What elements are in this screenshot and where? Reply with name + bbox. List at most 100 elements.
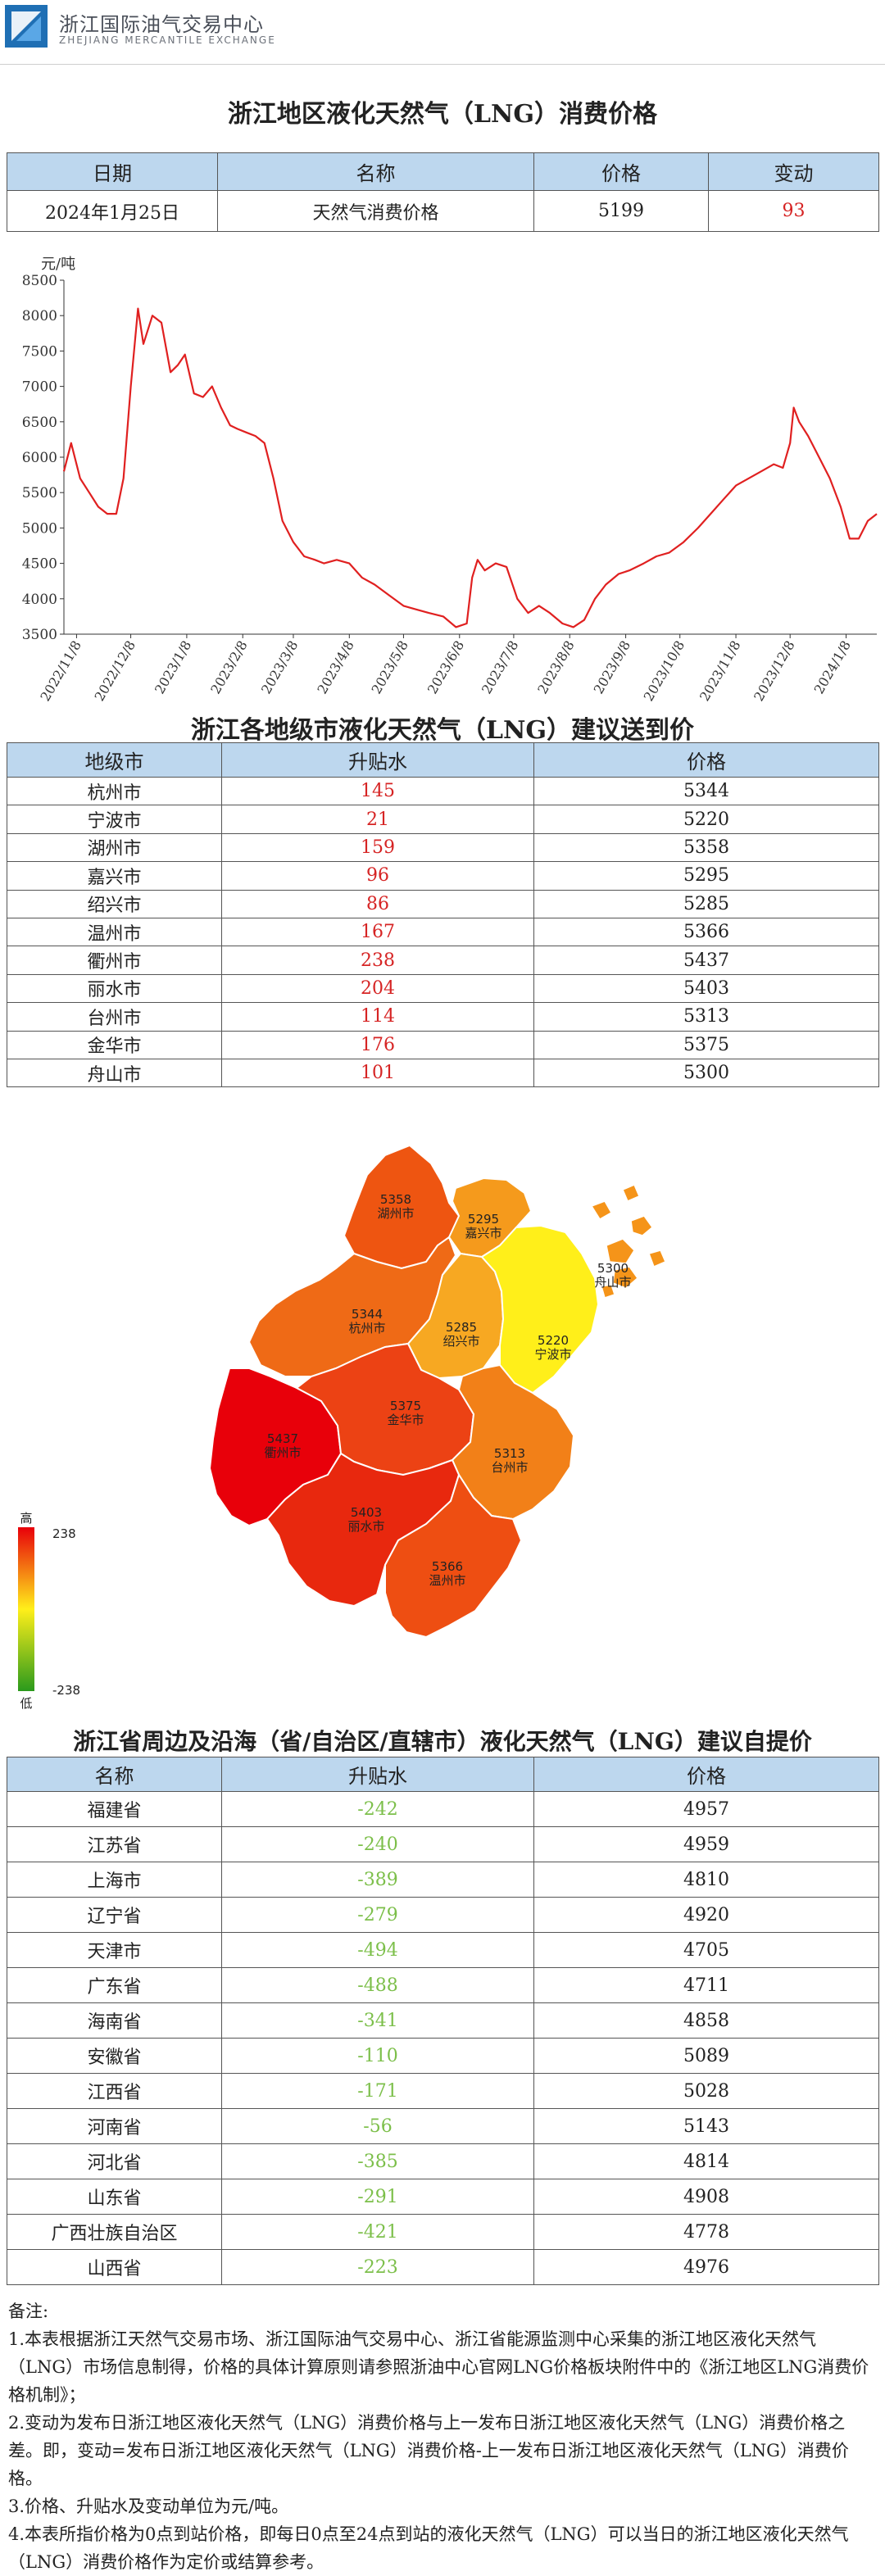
name-cell: 河北省 [7, 2143, 222, 2179]
name-cell: 上海市 [7, 1862, 222, 1898]
table-row: 山东省 -291 4908 [7, 2179, 879, 2215]
map-name-quzhou: 衢州市 [264, 1445, 301, 1460]
name-cell: 福建省 [7, 1791, 222, 1827]
map-region-ningbo [480, 1224, 600, 1395]
col-header-change: 变动 [708, 152, 879, 191]
name-cell: 湖州市 [7, 832, 222, 863]
x-tick-label: 2023/1/8 [152, 638, 194, 697]
map-name-huzhou: 湖州市 [377, 1206, 414, 1221]
legend-color-bar [18, 1527, 34, 1691]
province-price-table: 名称 升贴水 价格 福建省 -242 4957 江苏省 -240 4959 上海市 -389 4… [7, 1757, 879, 2285]
price-cell: 5344 [533, 776, 879, 806]
name-cell: 台州市 [7, 1002, 222, 1032]
price-cell: 4810 [533, 1862, 879, 1898]
city-price-title: 浙江各地级市液化天然气（LNG）建议送到价 [190, 716, 695, 745]
legend-min-value: -238 [52, 1683, 80, 1698]
price-cell: 5437 [533, 946, 879, 975]
table-row: 绍兴市 86 5285 [7, 889, 879, 918]
diff-cell: -494 [221, 1932, 534, 1968]
map-name-hangzhou: 杭州市 [348, 1321, 385, 1336]
table-row: 河南省 -56 5143 [7, 2108, 879, 2144]
y-tick-label: 4000 [22, 592, 57, 608]
x-tick-label: 2023/7/8 [479, 638, 521, 697]
table-row: 辽宁省 -279 4920 [7, 1897, 879, 1933]
col-header-name: 名称 [217, 152, 534, 191]
table-row: 江苏省 -240 4959 [7, 1826, 879, 1862]
diff-cell: 145 [221, 776, 534, 806]
province-price-title: 浙江省周边及沿海（省/自治区/直辖市）液化天然气（LNG）建议自提价 [73, 1728, 812, 1755]
x-tick-label: 2023/2/8 [207, 638, 250, 697]
name-cell: 杭州市 [7, 776, 222, 806]
price-cell: 4705 [533, 1932, 879, 1968]
y-tick-label: 3500 [22, 627, 57, 643]
map-name-lishui: 丽水市 [347, 1519, 384, 1534]
diff-cell: -56 [221, 2108, 534, 2144]
map-name-shaoxing: 绍兴市 [442, 1334, 479, 1349]
name-cell: 河南省 [7, 2108, 222, 2144]
price-cell: 4814 [533, 2143, 879, 2179]
price-cell: 4976 [533, 2249, 879, 2285]
diff-cell: -279 [221, 1897, 534, 1933]
map-name-wenzhou: 温州市 [429, 1573, 465, 1588]
diff-cell: -421 [221, 2214, 534, 2250]
col-header-price: 价格 [533, 1757, 879, 1792]
diff-cell: 159 [221, 832, 534, 863]
table-row: 江西省 -171 5028 [7, 2073, 879, 2109]
x-tick-label: 2023/12/8 [751, 638, 797, 705]
col-header-date: 日期 [7, 152, 218, 191]
diff-cell: 21 [221, 805, 534, 834]
map-name-ningbo: 宁波市 [534, 1347, 571, 1362]
price-cell: 5143 [533, 2108, 879, 2144]
map-region-taizhou [451, 1363, 575, 1521]
price-cell: 5089 [533, 2038, 879, 2074]
table-row: 嘉兴市 96 5295 [7, 861, 879, 891]
map-name-taizhou: 台州市 [491, 1460, 528, 1475]
diff-cell: 86 [221, 889, 534, 918]
x-tick-label: 2024/1/8 [811, 638, 854, 697]
map-region-zhoushan [590, 1184, 666, 1299]
table-row: 天津市 -494 4705 [7, 1932, 879, 1968]
x-tick-label: 2023/5/8 [369, 638, 411, 697]
table-row: 宁波市 21 5220 [7, 805, 879, 834]
y-tick-label: 7000 [22, 379, 57, 396]
table-row: 台州市 114 5313 [7, 1002, 879, 1032]
map-price-hangzhou: 5344 [352, 1307, 383, 1322]
name-cell: 天津市 [7, 1932, 222, 1968]
name-cell: 嘉兴市 [7, 861, 222, 891]
table-row: 海南省 -341 4858 [7, 2002, 879, 2039]
table-row: 广东省 -488 4711 [7, 1967, 879, 2003]
y-tick-label: 4500 [22, 556, 57, 573]
y-tick-label: 5000 [22, 520, 57, 537]
org-name-cn: 浙江国际油气交易中心 [59, 13, 264, 36]
table-header-row: 名称 升贴水 价格 [7, 1757, 879, 1792]
price-cell: 5028 [533, 2073, 879, 2109]
table-row: 丽水市 204 5403 [7, 973, 879, 1004]
price-cell: 4778 [533, 2214, 879, 2250]
note-item-2: 2.变动为发布日浙江地区液化天然气（LNG）消费价格与上一发布日浙江地区液化天然… [8, 2413, 849, 2488]
price-cell: 5285 [533, 889, 879, 918]
price-cell: 4920 [533, 1897, 879, 1933]
table-row: 福建省 -242 4957 [7, 1791, 879, 1827]
name-cell: 舟山市 [7, 1058, 222, 1088]
price-cell: 5375 [533, 1030, 879, 1059]
city-price-table: 地级市 升贴水 价格 杭州市 145 5344 宁波市 21 5220 湖州市 159 5358… [7, 742, 879, 1088]
y-tick-label: 8500 [22, 273, 57, 289]
map-name-jinhua: 金华市 [387, 1413, 424, 1427]
diff-cell: -341 [221, 2002, 534, 2039]
table-row: 广西壮族自治区 -421 4778 [7, 2214, 879, 2250]
price-cell: 4959 [533, 1826, 879, 1862]
legend-max-value: 238 [52, 1526, 76, 1541]
name-cell: 天然气消费价格 [217, 190, 534, 232]
diff-cell: -242 [221, 1791, 534, 1827]
map-price-taizhou: 5313 [494, 1446, 525, 1461]
name-cell: 宁波市 [7, 805, 222, 834]
map-price-wenzhou: 5366 [432, 1559, 463, 1574]
table-row: 安徽省 -110 5089 [7, 2038, 879, 2074]
diff-cell: 114 [221, 1002, 534, 1032]
diff-cell: 204 [221, 973, 534, 1004]
y-tick-label: 6500 [22, 415, 57, 431]
price-cell: 5220 [533, 805, 879, 834]
diff-cell: -291 [221, 2179, 534, 2215]
y-tick-label: 6000 [22, 450, 57, 466]
diff-cell: -389 [221, 1862, 534, 1898]
